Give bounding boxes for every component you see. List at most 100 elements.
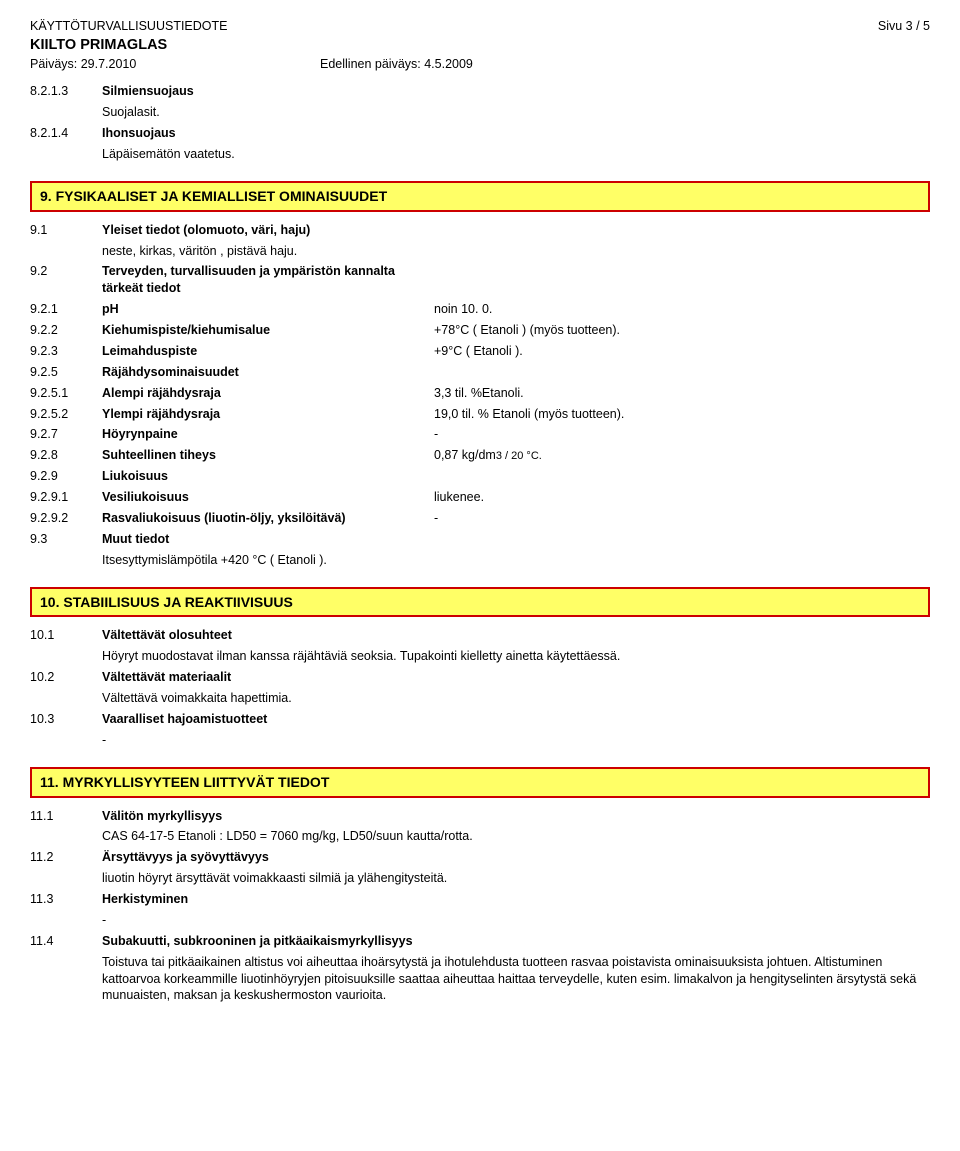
entry-value: noin 10. 0. [434, 301, 930, 318]
entry-row: 9.2.9.1Vesiliukoisuusliukenee. [30, 489, 930, 506]
entry-number: 9.2.5 [30, 364, 102, 381]
entry-body: Itsesyttymislämpötila +420 °C ( Etanoli … [102, 552, 930, 569]
entry-row: 10.2Vältettävät materiaalit [30, 669, 930, 686]
entry-row: 9.2.2Kiehumispiste/kiehumisalue+78°C ( E… [30, 322, 930, 339]
doc-subtitle: KIILTO PRIMAGLAS [30, 36, 930, 56]
entry-row: 10.1Vältettävät olosuhteet [30, 627, 930, 644]
entry-body: Läpäisemätön vaatetus. [102, 146, 930, 163]
entry-row: 11.4Subakuutti, subkrooninen ja pitkäaik… [30, 933, 930, 950]
entry-number: 11.4 [30, 933, 102, 950]
entry-number: 9.2.5.2 [30, 406, 102, 423]
entry-body: Vältettävä voimakkaita hapettimia. [102, 690, 930, 707]
entry-label: pH [102, 301, 434, 318]
entry-number: 11.1 [30, 808, 102, 825]
entry-label: Silmiensuojaus [102, 83, 434, 100]
entry-row: 9.2.5Räjähdysominaisuudet [30, 364, 930, 381]
entry-number: 9.2.9.1 [30, 489, 102, 506]
entry-number: 9.2.7 [30, 426, 102, 443]
entry-value: +78°C ( Etanoli ) (myös tuotteen). [434, 322, 930, 339]
entry-row: 9.1Yleiset tiedot (olomuoto, väri, haju) [30, 222, 930, 239]
entry-row: 9.2Terveyden, turvallisuuden ja ympärist… [30, 263, 930, 297]
entry-value: 0,87 kg/dm3 / 20 °C. [434, 447, 930, 464]
entry-row: 8.2.1.4Ihonsuojaus [30, 125, 930, 142]
entry-number: 11.2 [30, 849, 102, 866]
entry-value: 19,0 til. % Etanoli (myös tuotteen). [434, 406, 930, 423]
entry-body: CAS 64-17-5 Etanoli : LD50 = 7060 mg/kg,… [102, 828, 930, 845]
entry-value: liukenee. [434, 489, 930, 506]
intro-rows: 8.2.1.3SilmiensuojausSuojalasit.8.2.1.4I… [30, 83, 930, 163]
entry-row: 10.3Vaaralliset hajoamistuotteet [30, 711, 930, 728]
entry-body: neste, kirkas, väritön , pistävä haju. [102, 243, 930, 260]
document-header: KÄYTTÖTURVALLISUUSTIEDOTE Sivu 3 / 5 [30, 18, 930, 35]
entry-number: 10.1 [30, 627, 102, 644]
entry-label: Liukoisuus [102, 468, 434, 485]
entry-body: - [102, 732, 930, 749]
entry-number: 9.2.3 [30, 343, 102, 360]
entry-value: - [434, 426, 930, 443]
sections-container: 9. FYSIKAALISET JA KEMIALLISET OMINAISUU… [30, 181, 930, 1005]
entry-row: 9.2.8Suhteellinen tiheys0,87 kg/dm3 / 20… [30, 447, 930, 464]
entry-label: Alempi räjähdysraja [102, 385, 434, 402]
entry-label: Rasvaliukoisuus (liuotin-öljy, yksilöitä… [102, 510, 434, 527]
date-previous: Edellinen päiväys: 4.5.2009 [320, 56, 473, 73]
entry-value: 3,3 til. %Etanoli. [434, 385, 930, 402]
entry-number: 9.2.9.2 [30, 510, 102, 527]
date-row: Päiväys: 29.7.2010 Edellinen päiväys: 4.… [30, 56, 930, 73]
page-indicator: Sivu 3 / 5 [878, 18, 930, 35]
entry-number: 8.2.1.3 [30, 83, 102, 100]
entry-label: Vältettävät olosuhteet [102, 627, 434, 644]
entry-row: 9.2.9.2Rasvaliukoisuus (liuotin-öljy, yk… [30, 510, 930, 527]
entry-label: Herkistyminen [102, 891, 434, 908]
entry-value: - [434, 510, 930, 527]
entry-label: Subakuutti, subkrooninen ja pitkäaikaism… [102, 933, 434, 950]
entry-label: Muut tiedot [102, 531, 434, 548]
entry-label: Yleiset tiedot (olomuoto, väri, haju) [102, 222, 434, 239]
entry-row: 9.2.1pHnoin 10. 0. [30, 301, 930, 318]
entry-row: 9.3Muut tiedot [30, 531, 930, 548]
entry-label: Vesiliukoisuus [102, 489, 434, 506]
entry-label: Höyrynpaine [102, 426, 434, 443]
entry-number: 9.2.9 [30, 468, 102, 485]
entry-number: 11.3 [30, 891, 102, 908]
entry-body: liuotin höyryt ärsyttävät voimakkaasti s… [102, 870, 930, 887]
entry-number: 9.1 [30, 222, 102, 239]
entry-label: Räjähdysominaisuudet [102, 364, 434, 381]
entry-row: 11.3Herkistyminen [30, 891, 930, 908]
doc-title: KÄYTTÖTURVALLISUUSTIEDOTE [30, 18, 228, 35]
entry-body: Toistuva tai pitkäaikainen altistus voi … [102, 954, 930, 1005]
entry-number: 9.3 [30, 531, 102, 548]
entry-label: Kiehumispiste/kiehumisalue [102, 322, 434, 339]
entry-row: 9.2.5.2Ylempi räjähdysraja19,0 til. % Et… [30, 406, 930, 423]
entry-label: Välitön myrkyllisyys [102, 808, 434, 825]
entry-label: Leimahduspiste [102, 343, 434, 360]
entry-row: 9.2.9Liukoisuus [30, 468, 930, 485]
entry-label: Ärsyttävyys ja syövyttävyys [102, 849, 434, 866]
section-heading: 10. STABIILISUUS JA REAKTIIVISUUS [30, 587, 930, 618]
entry-number: 10.3 [30, 711, 102, 728]
entry-number: 9.2 [30, 263, 102, 280]
entry-label: Vältettävät materiaalit [102, 669, 434, 686]
entry-label: Vaaralliset hajoamistuotteet [102, 711, 434, 728]
section-heading: 9. FYSIKAALISET JA KEMIALLISET OMINAISUU… [30, 181, 930, 212]
entry-value: +9°C ( Etanoli ). [434, 343, 930, 360]
date-current: Päiväys: 29.7.2010 [30, 56, 320, 73]
entry-body: - [102, 912, 930, 929]
entry-row: 11.2Ärsyttävyys ja syövyttävyys [30, 849, 930, 866]
entry-number: 9.2.2 [30, 322, 102, 339]
entry-label: Suhteellinen tiheys [102, 447, 434, 464]
entry-label: Ihonsuojaus [102, 125, 434, 142]
entry-body: Suojalasit. [102, 104, 930, 121]
section-heading: 11. MYRKYLLISYYTEEN LIITTYVÄT TIEDOT [30, 767, 930, 798]
entry-row: 9.2.5.1Alempi räjähdysraja3,3 til. %Etan… [30, 385, 930, 402]
entry-label: Terveyden, turvallisuuden ja ympäristön … [102, 263, 434, 297]
entry-number: 10.2 [30, 669, 102, 686]
entry-row: 9.2.3Leimahduspiste+9°C ( Etanoli ). [30, 343, 930, 360]
entry-row: 11.1Välitön myrkyllisyys [30, 808, 930, 825]
entry-body: Höyryt muodostavat ilman kanssa räjähtäv… [102, 648, 930, 665]
entry-number: 9.2.1 [30, 301, 102, 318]
entry-row: 9.2.7Höyrynpaine- [30, 426, 930, 443]
entry-number: 8.2.1.4 [30, 125, 102, 142]
entry-row: 8.2.1.3Silmiensuojaus [30, 83, 930, 100]
entry-label: Ylempi räjähdysraja [102, 406, 434, 423]
entry-number: 9.2.5.1 [30, 385, 102, 402]
